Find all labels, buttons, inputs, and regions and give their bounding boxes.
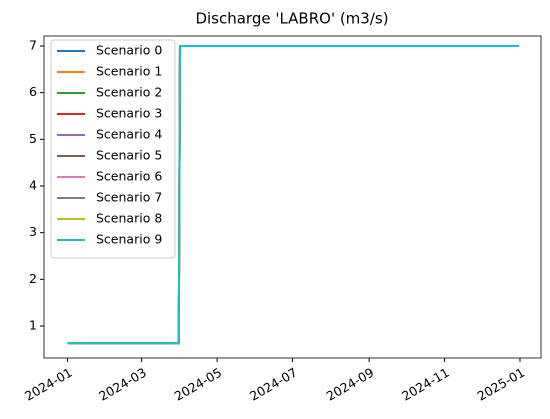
plot-frame: [43, 35, 542, 359]
legend-label: Scenario 6: [96, 169, 162, 184]
y-tick-label: 6: [29, 84, 37, 99]
series-line: [67, 44, 519, 345]
y-tick-label: 3: [29, 224, 37, 239]
legend-label: Scenario 5: [96, 148, 162, 163]
legend-label: Scenario 4: [96, 127, 162, 142]
y-tick-label: 7: [29, 37, 37, 52]
chart-title: Discharge 'LABRO' (m3/s): [195, 10, 388, 28]
x-tick-label: 2024-05: [172, 365, 225, 404]
legend-label: Scenario 1: [96, 64, 162, 79]
legend-label: Scenario 0: [96, 43, 162, 58]
x-tick-label: 2024-03: [96, 365, 149, 404]
legend-label: Scenario 7: [96, 190, 162, 205]
y-tick-label: 1: [29, 317, 37, 332]
x-tick-label: 2024-11: [399, 365, 452, 404]
legend-label: Scenario 9: [96, 232, 162, 247]
x-tick-label: 2024-09: [324, 365, 377, 404]
legend-label: Scenario 2: [96, 85, 162, 100]
x-tick-label: 2024-01: [22, 365, 75, 404]
y-tick-label: 5: [29, 131, 37, 146]
y-tick-label: 4: [29, 177, 37, 192]
legend-label: Scenario 8: [96, 211, 162, 226]
legend-label: Scenario 3: [96, 106, 162, 121]
legend-box: [50, 39, 176, 259]
x-tick-label: 2024-07: [247, 365, 300, 404]
x-tick-label: 2025-01: [474, 365, 527, 404]
y-tick-label: 2: [29, 271, 37, 286]
